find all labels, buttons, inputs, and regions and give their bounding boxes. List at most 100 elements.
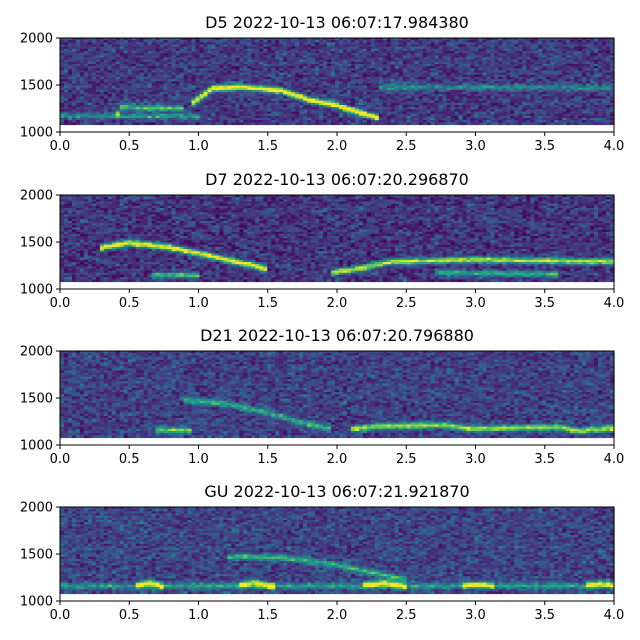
spectrogram-cell [131,63,137,67]
spectrogram-cell [175,81,181,84]
spectrogram-cell [127,122,133,126]
spectrogram-cell [207,46,213,50]
spectrogram-cell [83,87,89,91]
spectrogram-cell [251,105,256,108]
spectrogram-cell [167,117,173,121]
spectrogram-cell [183,48,189,52]
spectrogram-cell [131,72,137,76]
spectrogram-cell [135,122,141,126]
spectrogram-cell [259,72,264,76]
spectrogram-cell [115,122,121,126]
spectrogram-cell [159,42,165,46]
spectrogram-cell [195,100,201,104]
spectrogram-cell [155,53,161,56]
spectrogram-cell [255,40,260,43]
spectrogram-cell [187,48,193,52]
spectrogram-cell [239,81,244,84]
spectrogram-cell [143,113,149,117]
spectrogram-cell [175,117,181,121]
spectrogram-cell [179,40,185,43]
spectrogram-cell [71,89,77,93]
spectrogram-cell [131,109,137,113]
spectrogram-cell [191,111,197,115]
spectrogram-cell [183,68,189,72]
spectrogram-cell [175,120,181,123]
spectrogram-cell [175,113,181,117]
spectrogram-cell [279,122,284,126]
spectrogram-cell [151,59,157,63]
spectrogram-cell [219,100,225,104]
spectrogram-cell [183,53,189,56]
spectrogram-cell [91,48,97,52]
spectrogram-cell [215,44,221,48]
spectrogram-cell [119,59,125,63]
spectrogram-cell [95,76,101,80]
spectrogram-cell [239,70,244,74]
spectrogram-cell [83,53,89,56]
spectrogram-cell [75,38,81,41]
spectrogram-cell [67,109,73,113]
spectrogram-cell [151,70,157,74]
spectrogram-cell [203,57,209,61]
spectrogram-cell [183,96,189,100]
spectrogram-cell [191,117,197,121]
spectrogram-cell [75,68,81,72]
spectrogram-cell [143,107,149,110]
spectrogram-cell [235,76,240,80]
spectrogram-cell [263,42,268,46]
spectrogram-cell [167,76,173,80]
spectrogram-cell [143,57,149,61]
spectrogram-cell [111,68,117,72]
spectrogram-cell [227,102,232,106]
spectrogram-cell [227,66,232,69]
spectrogram-cell [195,87,201,91]
spectrogram-cell [263,89,268,93]
spectrogram-cell [247,63,252,67]
spectrogram-cell [79,115,85,119]
spectrogram-cell [147,98,153,102]
spectrogram-cell [259,76,264,80]
spectrogram-cell [251,46,256,50]
spectrogram-cell [151,100,157,104]
spectrogram-cell [259,92,264,95]
spectrogram-cell [255,96,260,100]
spectrogram-cell [123,44,129,48]
spectrogram-cell [155,94,161,97]
spectrogram-cell [60,55,65,59]
spectrogram-cell [60,79,65,82]
spectrogram-cell [119,44,125,48]
spectrogram-cell [63,120,69,123]
spectrogram-cell [60,66,65,69]
spectrogram-cell [79,42,85,46]
spectrogram-cell [143,46,149,50]
spectrogram-cell [183,111,189,115]
spectrogram-cell [207,50,213,54]
spectrogram-cell [123,38,129,41]
spectrogram-cell [187,83,193,87]
spectrogram-cell [111,74,117,78]
spectrogram-cell [163,81,169,84]
spectrogram-cell [71,68,77,72]
spectrogram-cell [87,57,93,61]
spectrogram-cell [211,122,217,126]
spectrogram-cell [211,68,217,72]
spectrogram-cell [71,105,77,108]
spectrogram-cell [147,74,153,78]
spectrogram-cell [207,89,213,93]
spectrogram-cell [151,117,157,121]
spectrogram-cell [139,44,145,48]
spectrogram-cell [131,59,137,63]
spectrogram-cell [155,98,161,102]
spectrogram-cell [263,92,268,95]
spectrogram-cell [115,46,121,50]
spectrogram-cell [215,74,221,78]
spectrogram-cell [490,122,496,126]
spectrogram-cell [191,38,197,41]
spectrogram-cell [255,63,260,67]
spectrogram-cell [79,46,85,50]
spectrogram-cell [63,59,69,63]
spectrogram-cell [123,66,129,69]
spectrogram-cell [223,68,228,72]
spectrogram-cell [60,50,65,54]
spectrogram-cell [91,107,97,110]
